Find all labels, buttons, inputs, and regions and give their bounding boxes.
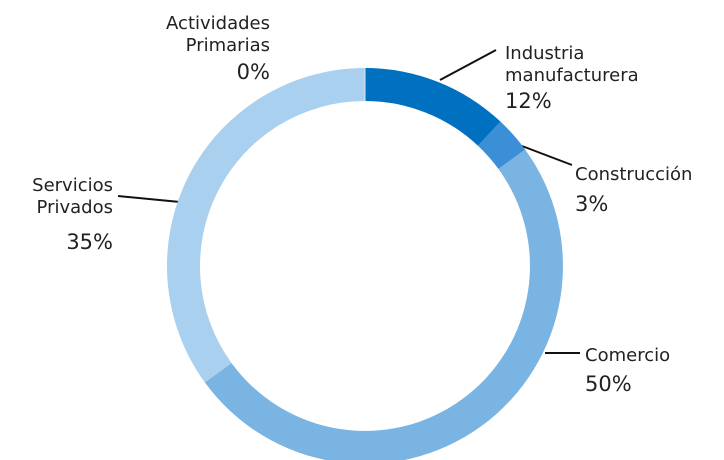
slice: [365, 68, 501, 146]
leader-line: [117, 195, 181, 203]
slice-label: Actividades Primarias: [166, 13, 270, 56]
slice-label: Comercio: [585, 345, 670, 366]
slice: [477, 121, 526, 170]
slice-label: Construcción: [575, 164, 692, 185]
value-label: 12%: [505, 89, 552, 113]
leader-line: [439, 49, 497, 81]
value-label: 50%: [585, 372, 632, 396]
value-label: 3%: [575, 192, 608, 216]
value-label: 35%: [66, 230, 113, 254]
value-label: 0%: [237, 60, 270, 84]
slice: [167, 68, 365, 383]
slice-label: Servicios Privados: [32, 175, 113, 218]
slice-label: Industria manufacturera: [505, 43, 639, 86]
leader-line: [521, 145, 573, 166]
slice: [204, 149, 563, 460]
